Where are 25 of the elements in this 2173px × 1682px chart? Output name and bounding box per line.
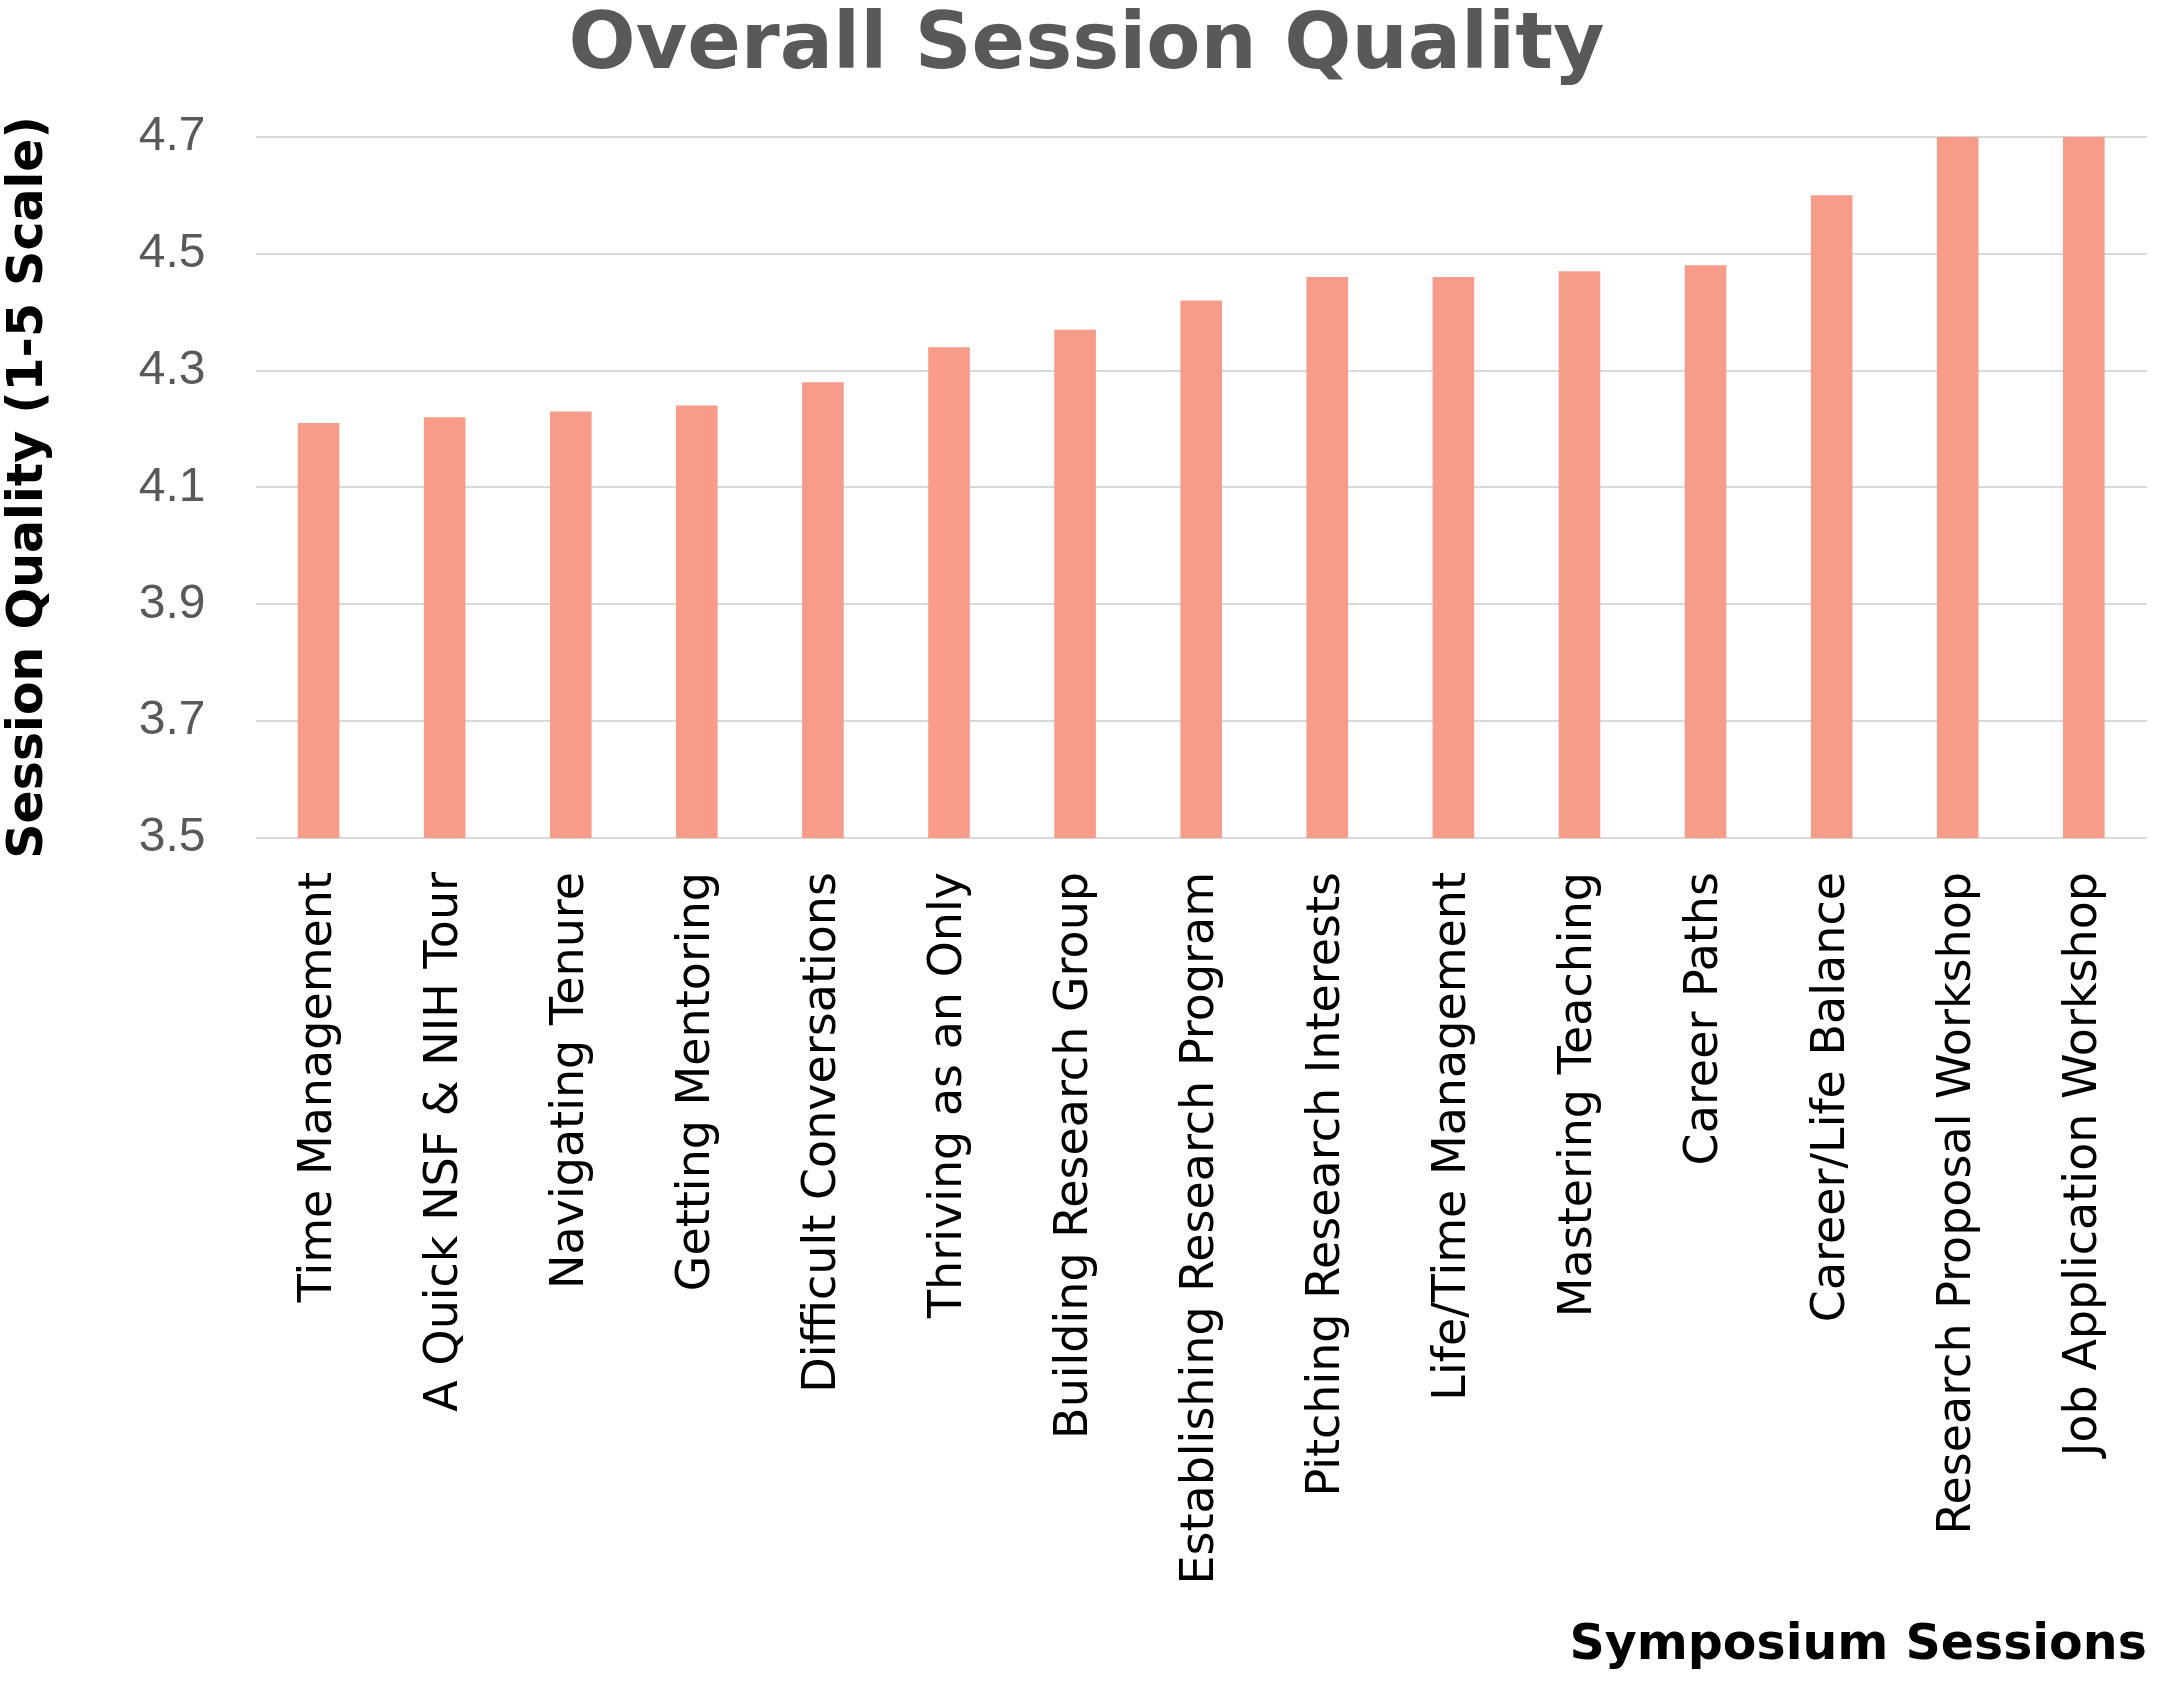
x-tick-label: A Quick NSF & NIH Tour (413, 871, 468, 1412)
x-tick-label: Thriving as an Only (917, 872, 972, 1320)
x-tick-label: Time Management (287, 872, 342, 1304)
x-tick-label: Establishing Research Program (1170, 872, 1225, 1585)
x-tick-label: Getting Mentoring (665, 872, 720, 1292)
y-axis-title: Session Quality (1-5 Scale) (0, 116, 55, 859)
y-tick-label: 4.3 (138, 340, 206, 394)
x-tick-label: Pitching Research Interests (1296, 872, 1351, 1497)
y-tick-label: 4.7 (138, 107, 206, 161)
chart-title: Overall Session Quality (568, 0, 1605, 87)
x-tick-label: Career Paths (1674, 872, 1729, 1166)
x-axis-title: Symposium Sessions (1569, 1614, 2147, 1672)
x-tick-label: Life/Time Management (1422, 872, 1477, 1401)
x-tick-label: Navigating Tenure (539, 872, 594, 1289)
y-tick-label: 4.1 (138, 457, 206, 511)
y-tick-label: 3.9 (138, 574, 206, 628)
y-tick-label: 3.7 (138, 691, 206, 745)
x-tick-label: Building Research Group (1044, 872, 1099, 1439)
y-tick-label: 3.5 (138, 808, 206, 862)
y-tick-label: 4.5 (138, 223, 206, 277)
x-tick-label: Research Proposal Workshop (1926, 872, 1981, 1535)
x-tick-label: Difficult Conversations (791, 872, 846, 1393)
x-tick-label: Job Application Workshop (2052, 872, 2107, 1460)
x-tick-label: Mastering Teaching (1548, 872, 1603, 1318)
x-tick-label: Career/Life Balance (1800, 872, 1855, 1323)
